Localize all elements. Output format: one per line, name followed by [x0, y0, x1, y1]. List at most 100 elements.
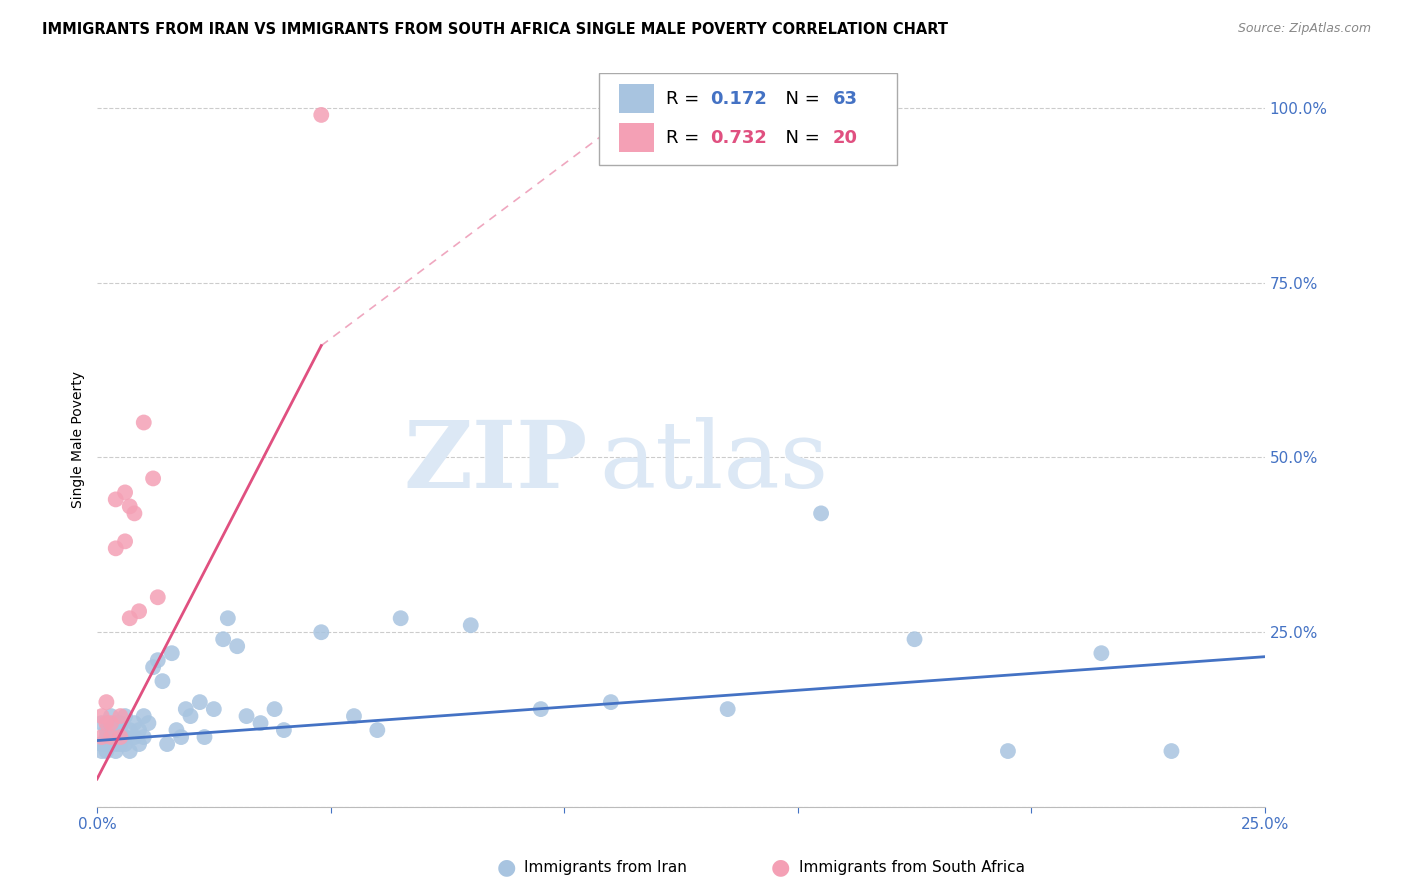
Point: [343, 709, 366, 723]
Point: [104, 744, 127, 758]
Point: [96, 695, 118, 709]
Point: [96, 730, 118, 744]
Point: [114, 709, 136, 723]
Point: [110, 709, 132, 723]
Point: [118, 723, 141, 737]
Text: 63: 63: [832, 90, 858, 108]
Point: [309, 625, 332, 640]
Point: [90, 737, 112, 751]
Point: [146, 653, 169, 667]
FancyBboxPatch shape: [619, 84, 654, 113]
Point: [100, 709, 122, 723]
Point: [110, 737, 132, 751]
Point: [530, 702, 553, 716]
Point: [114, 730, 136, 744]
Text: N =: N =: [775, 90, 825, 108]
FancyBboxPatch shape: [599, 73, 897, 165]
Point: [263, 702, 285, 716]
Point: [90, 716, 112, 731]
Text: Source: ZipAtlas.com: Source: ZipAtlas.com: [1237, 22, 1371, 36]
Point: [309, 108, 332, 122]
Point: [152, 674, 174, 689]
Point: [235, 709, 257, 723]
Point: [100, 737, 122, 751]
Point: [460, 618, 482, 632]
Point: [100, 723, 122, 737]
Point: [138, 716, 160, 731]
Text: IMMIGRANTS FROM IRAN VS IMMIGRANTS FROM SOUTH AFRICA SINGLE MALE POVERTY CORRELA: IMMIGRANTS FROM IRAN VS IMMIGRANTS FROM …: [42, 22, 948, 37]
Text: R =: R =: [666, 90, 704, 108]
Point: [226, 639, 249, 653]
Text: 0.172: 0.172: [710, 90, 768, 108]
Point: [389, 611, 412, 625]
Point: [118, 500, 141, 514]
Point: [903, 632, 925, 647]
Point: [599, 695, 621, 709]
Text: R =: R =: [666, 128, 704, 146]
Point: [100, 730, 122, 744]
Point: [212, 632, 235, 647]
Point: [100, 730, 122, 744]
Point: [128, 737, 150, 751]
Point: [124, 730, 146, 744]
Point: [114, 534, 136, 549]
Point: [104, 730, 127, 744]
Point: [193, 730, 215, 744]
Text: Immigrants from South Africa: Immigrants from South Africa: [799, 860, 1025, 874]
Point: [810, 507, 832, 521]
Point: [100, 716, 122, 731]
Point: [90, 744, 112, 758]
FancyBboxPatch shape: [619, 123, 654, 153]
Point: [160, 646, 183, 660]
Point: [1090, 646, 1112, 660]
Point: [273, 723, 295, 737]
Point: [188, 695, 211, 709]
Point: [166, 723, 188, 737]
Point: [142, 660, 165, 674]
Point: [96, 744, 118, 758]
Point: [997, 744, 1019, 758]
Point: [1160, 744, 1182, 758]
Point: [96, 737, 118, 751]
Point: [124, 716, 146, 731]
Point: [174, 702, 197, 716]
Point: [132, 730, 155, 744]
Point: [110, 716, 132, 731]
Point: [110, 723, 132, 737]
Point: [132, 709, 155, 723]
Point: [202, 702, 225, 716]
Point: [366, 723, 388, 737]
Y-axis label: Single Male Poverty: Single Male Poverty: [72, 371, 86, 508]
Point: [104, 541, 127, 556]
Point: [717, 702, 740, 716]
Point: [146, 591, 169, 605]
Point: [114, 737, 136, 751]
Point: [128, 723, 150, 737]
Point: [118, 744, 141, 758]
Point: [132, 416, 155, 430]
Point: [104, 737, 127, 751]
Text: N =: N =: [775, 128, 825, 146]
Text: 20: 20: [832, 128, 858, 146]
Point: [179, 709, 201, 723]
Point: [142, 471, 165, 485]
Point: [96, 716, 118, 731]
Point: [110, 730, 132, 744]
Point: [114, 485, 136, 500]
Point: [96, 723, 118, 737]
Point: [156, 737, 179, 751]
Point: [170, 730, 193, 744]
Text: 0.732: 0.732: [710, 128, 768, 146]
Point: [110, 730, 132, 744]
Point: [90, 730, 112, 744]
Point: [90, 709, 112, 723]
Point: [124, 507, 146, 521]
Text: ●: ●: [496, 857, 516, 877]
Point: [217, 611, 239, 625]
Text: Immigrants from Iran: Immigrants from Iran: [524, 860, 688, 874]
Text: ●: ●: [770, 857, 790, 877]
Point: [104, 492, 127, 507]
Point: [128, 604, 150, 618]
Point: [249, 716, 271, 731]
Point: [104, 716, 127, 731]
